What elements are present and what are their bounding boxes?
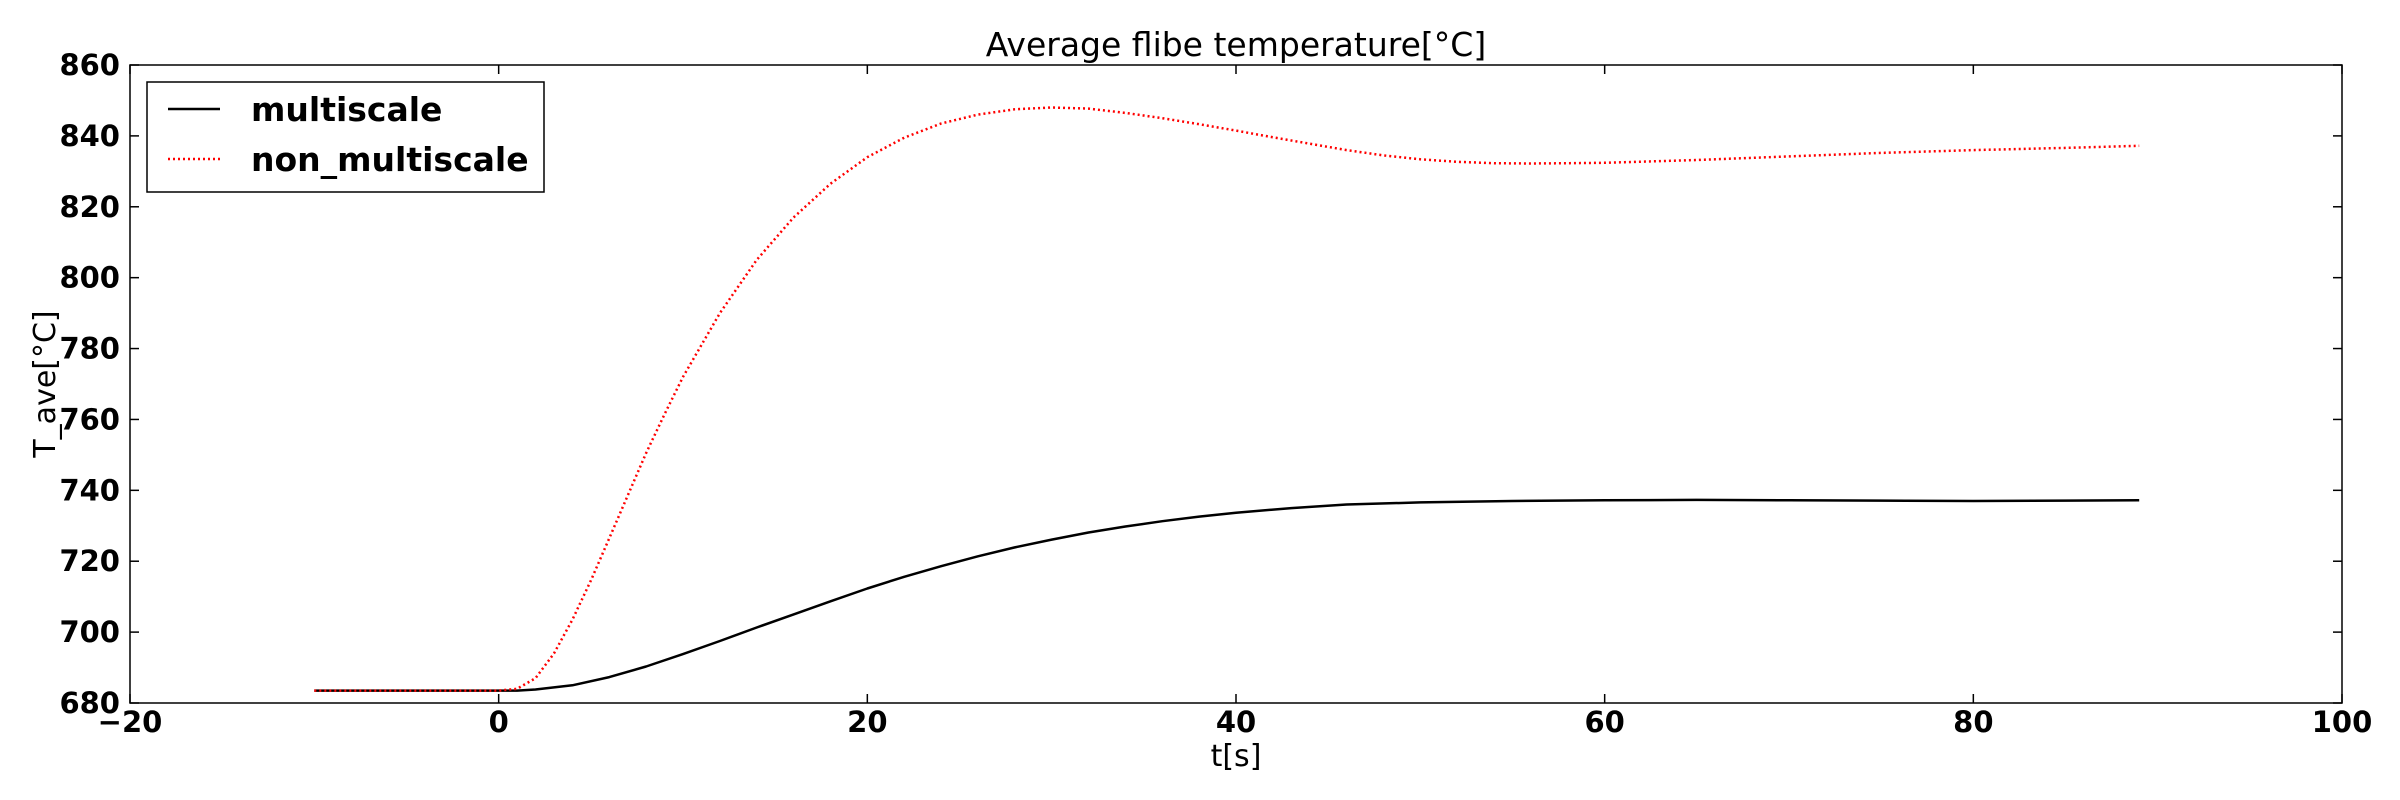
y-tick-label: 860 xyxy=(59,48,120,82)
legend-box xyxy=(146,81,545,193)
legend-label-non-multiscale: non_multiscale xyxy=(251,140,529,179)
series-layer xyxy=(314,106,2140,692)
x-tick-label: 40 xyxy=(1216,705,1256,739)
y-tick-label: 700 xyxy=(59,615,120,649)
x-tick-label: 60 xyxy=(1584,705,1624,739)
y-tick-label: 760 xyxy=(59,402,120,436)
x-tick-label: 100 xyxy=(2312,705,2373,739)
series-line-multiscale xyxy=(314,498,2140,692)
x-axis-label: t[s] xyxy=(1211,739,1262,774)
y-tick-label: 840 xyxy=(59,119,120,153)
y-tick-label: 820 xyxy=(59,190,120,224)
y-tick-label: 780 xyxy=(59,332,120,366)
x-tick-label: 80 xyxy=(1953,705,1993,739)
x-tick-label: 0 xyxy=(489,705,509,739)
y-tick-label: 680 xyxy=(59,686,120,720)
y-tick-label: 720 xyxy=(59,544,120,578)
x-tick-label: −20 xyxy=(98,705,163,739)
y-tick-label: 740 xyxy=(59,473,120,507)
legend: multiscale non_multiscale xyxy=(146,81,545,193)
chart-title: Average flibe temperature[°C] xyxy=(986,25,1486,64)
y-axis: 680 700 720 740 760 780 800 820 840 860 xyxy=(59,48,2342,720)
y-axis-label: T_ave[°C] xyxy=(28,310,63,458)
legend-label-multiscale: multiscale xyxy=(251,90,442,129)
x-axis: −20 0 20 40 60 80 100 xyxy=(98,65,2373,739)
x-tick-label: 20 xyxy=(847,705,887,739)
y-tick-label: 800 xyxy=(59,261,120,295)
